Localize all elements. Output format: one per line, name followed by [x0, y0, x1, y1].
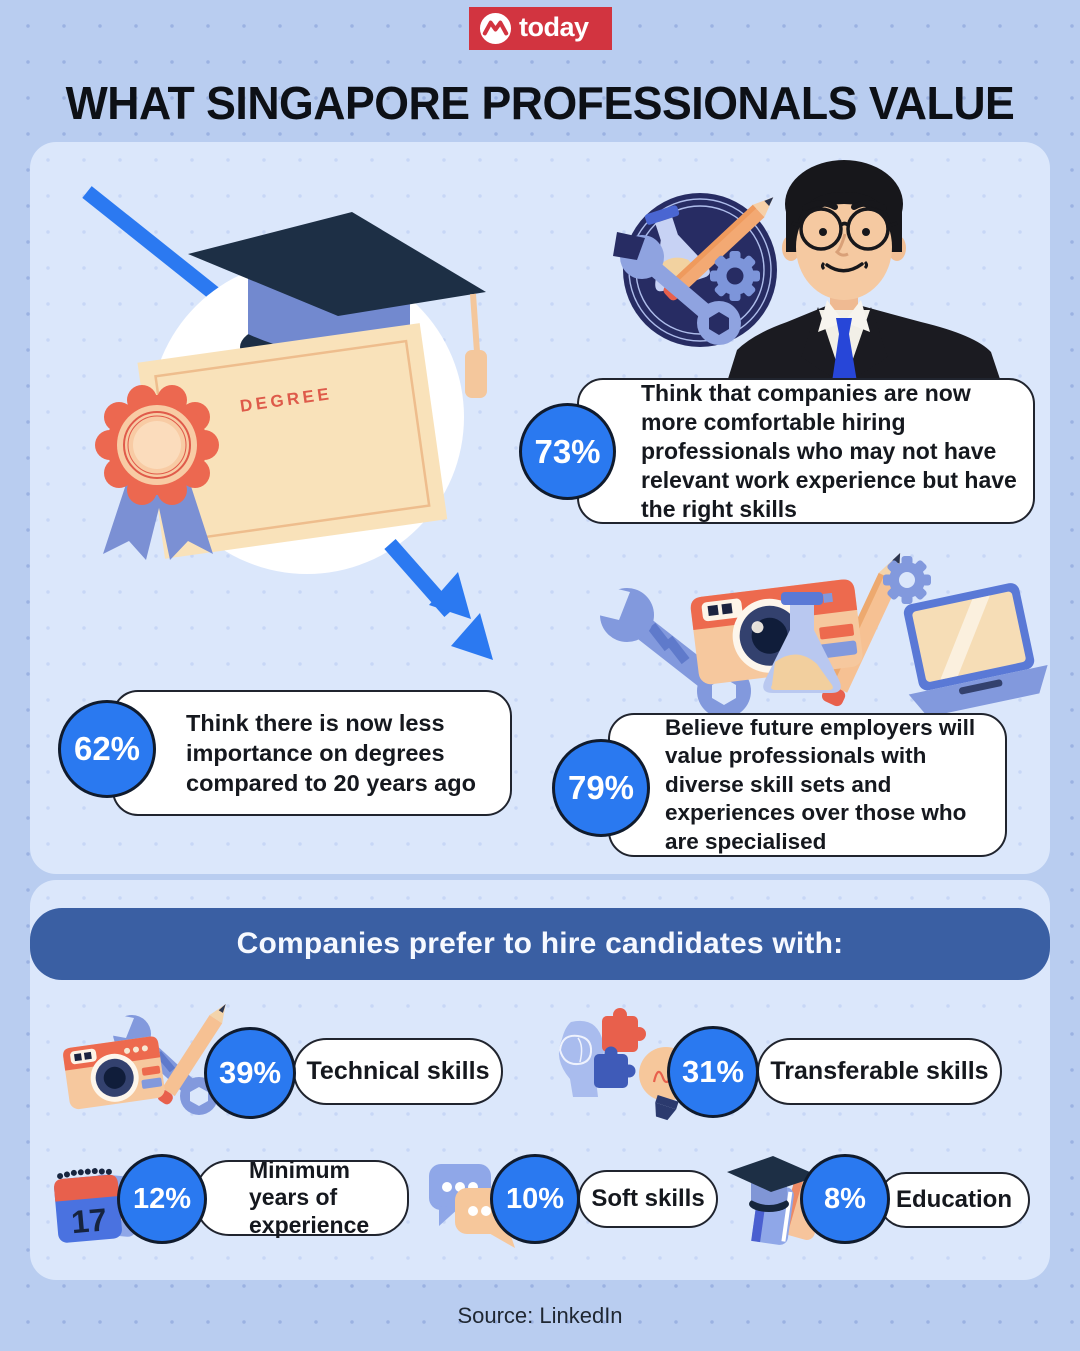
- source-attribution: Source: LinkedIn: [457, 1303, 623, 1328]
- preference-circle-8: 8%: [800, 1154, 890, 1244]
- down-arrow: [384, 539, 493, 660]
- award-rosette-icon: [95, 385, 219, 560]
- graduation-cap-books-icon: [727, 1156, 828, 1245]
- professional-man-illustration: [727, 160, 1001, 385]
- stat-circle-73: 73%: [519, 403, 616, 500]
- man-glasses: [791, 207, 898, 251]
- preference-circle-12: 12%: [117, 1154, 207, 1244]
- laptop-icon: [903, 583, 1048, 718]
- preference-pill-minimum-years: Minimum years of experience: [195, 1157, 409, 1238]
- preference-label: Education: [895, 1186, 1012, 1213]
- stat-card-73: Think that companies are now more comfor…: [577, 378, 1035, 524]
- stat-text-62: Think there is now less importance on de…: [186, 710, 476, 796]
- puzzle-icon: [594, 1008, 646, 1088]
- section-banner: Companies prefer to hire candidates with…: [30, 908, 1050, 980]
- tools-badge-icon: [613, 193, 777, 347]
- preference-label: Transferable skills: [770, 1057, 989, 1085]
- degree-certificate: DEGREE: [137, 323, 448, 559]
- preference-pill-transferable-skills: Transferable skills: [757, 1038, 1002, 1105]
- main-stats-panel: DEGREE: [30, 142, 1050, 874]
- stat-card-79: Believe future employers will value prof…: [608, 713, 1007, 857]
- preference-circle-10: 10%: [490, 1154, 580, 1244]
- gear-icon: [883, 556, 931, 604]
- preference-pill-education: Education: [878, 1172, 1030, 1228]
- preference-circle-31: 31%: [667, 1026, 759, 1118]
- preference-pill-soft-skills: Soft skills: [578, 1170, 718, 1228]
- flask-icon: [763, 592, 841, 693]
- preference-pill-technical-skills: Technical skills: [293, 1038, 503, 1105]
- page-title: WHAT SINGAPORE PROFESSIONALS VALUE: [65, 77, 1015, 129]
- banner-text: Companies prefer to hire candidates with…: [236, 927, 844, 960]
- man-tie: [832, 318, 857, 382]
- skills-tools-illustration: [586, 553, 1048, 718]
- preference-circle-39: 39%: [204, 1027, 296, 1119]
- today-logo: today: [469, 7, 612, 50]
- mediacorp-logo-icon: [479, 12, 512, 45]
- man-face: [796, 194, 892, 300]
- camera-icon: [63, 1036, 165, 1110]
- preference-label: Minimum years of experience: [249, 1157, 370, 1238]
- stat-circle-79: 79%: [552, 739, 650, 837]
- stat-text-79: Believe future employers will value prof…: [665, 714, 976, 854]
- preference-label: Soft skills: [591, 1185, 705, 1212]
- head-puzzle-lightbulb-icon: [558, 1008, 693, 1121]
- pencil-icon: [157, 1004, 226, 1105]
- calendar-day: 17: [70, 1201, 109, 1240]
- gear-icon: [710, 251, 760, 301]
- wrench-icon: [613, 232, 741, 345]
- stat-text-73: Think that companies are now more comfor…: [641, 379, 1017, 522]
- stat-card-62: Think there is now less importance on de…: [112, 690, 512, 816]
- stat-circle-62: 62%: [58, 700, 156, 798]
- preference-label: Technical skills: [306, 1057, 490, 1085]
- degree-graduation-illustration: DEGREE: [82, 186, 493, 660]
- logo-text: today: [519, 11, 589, 42]
